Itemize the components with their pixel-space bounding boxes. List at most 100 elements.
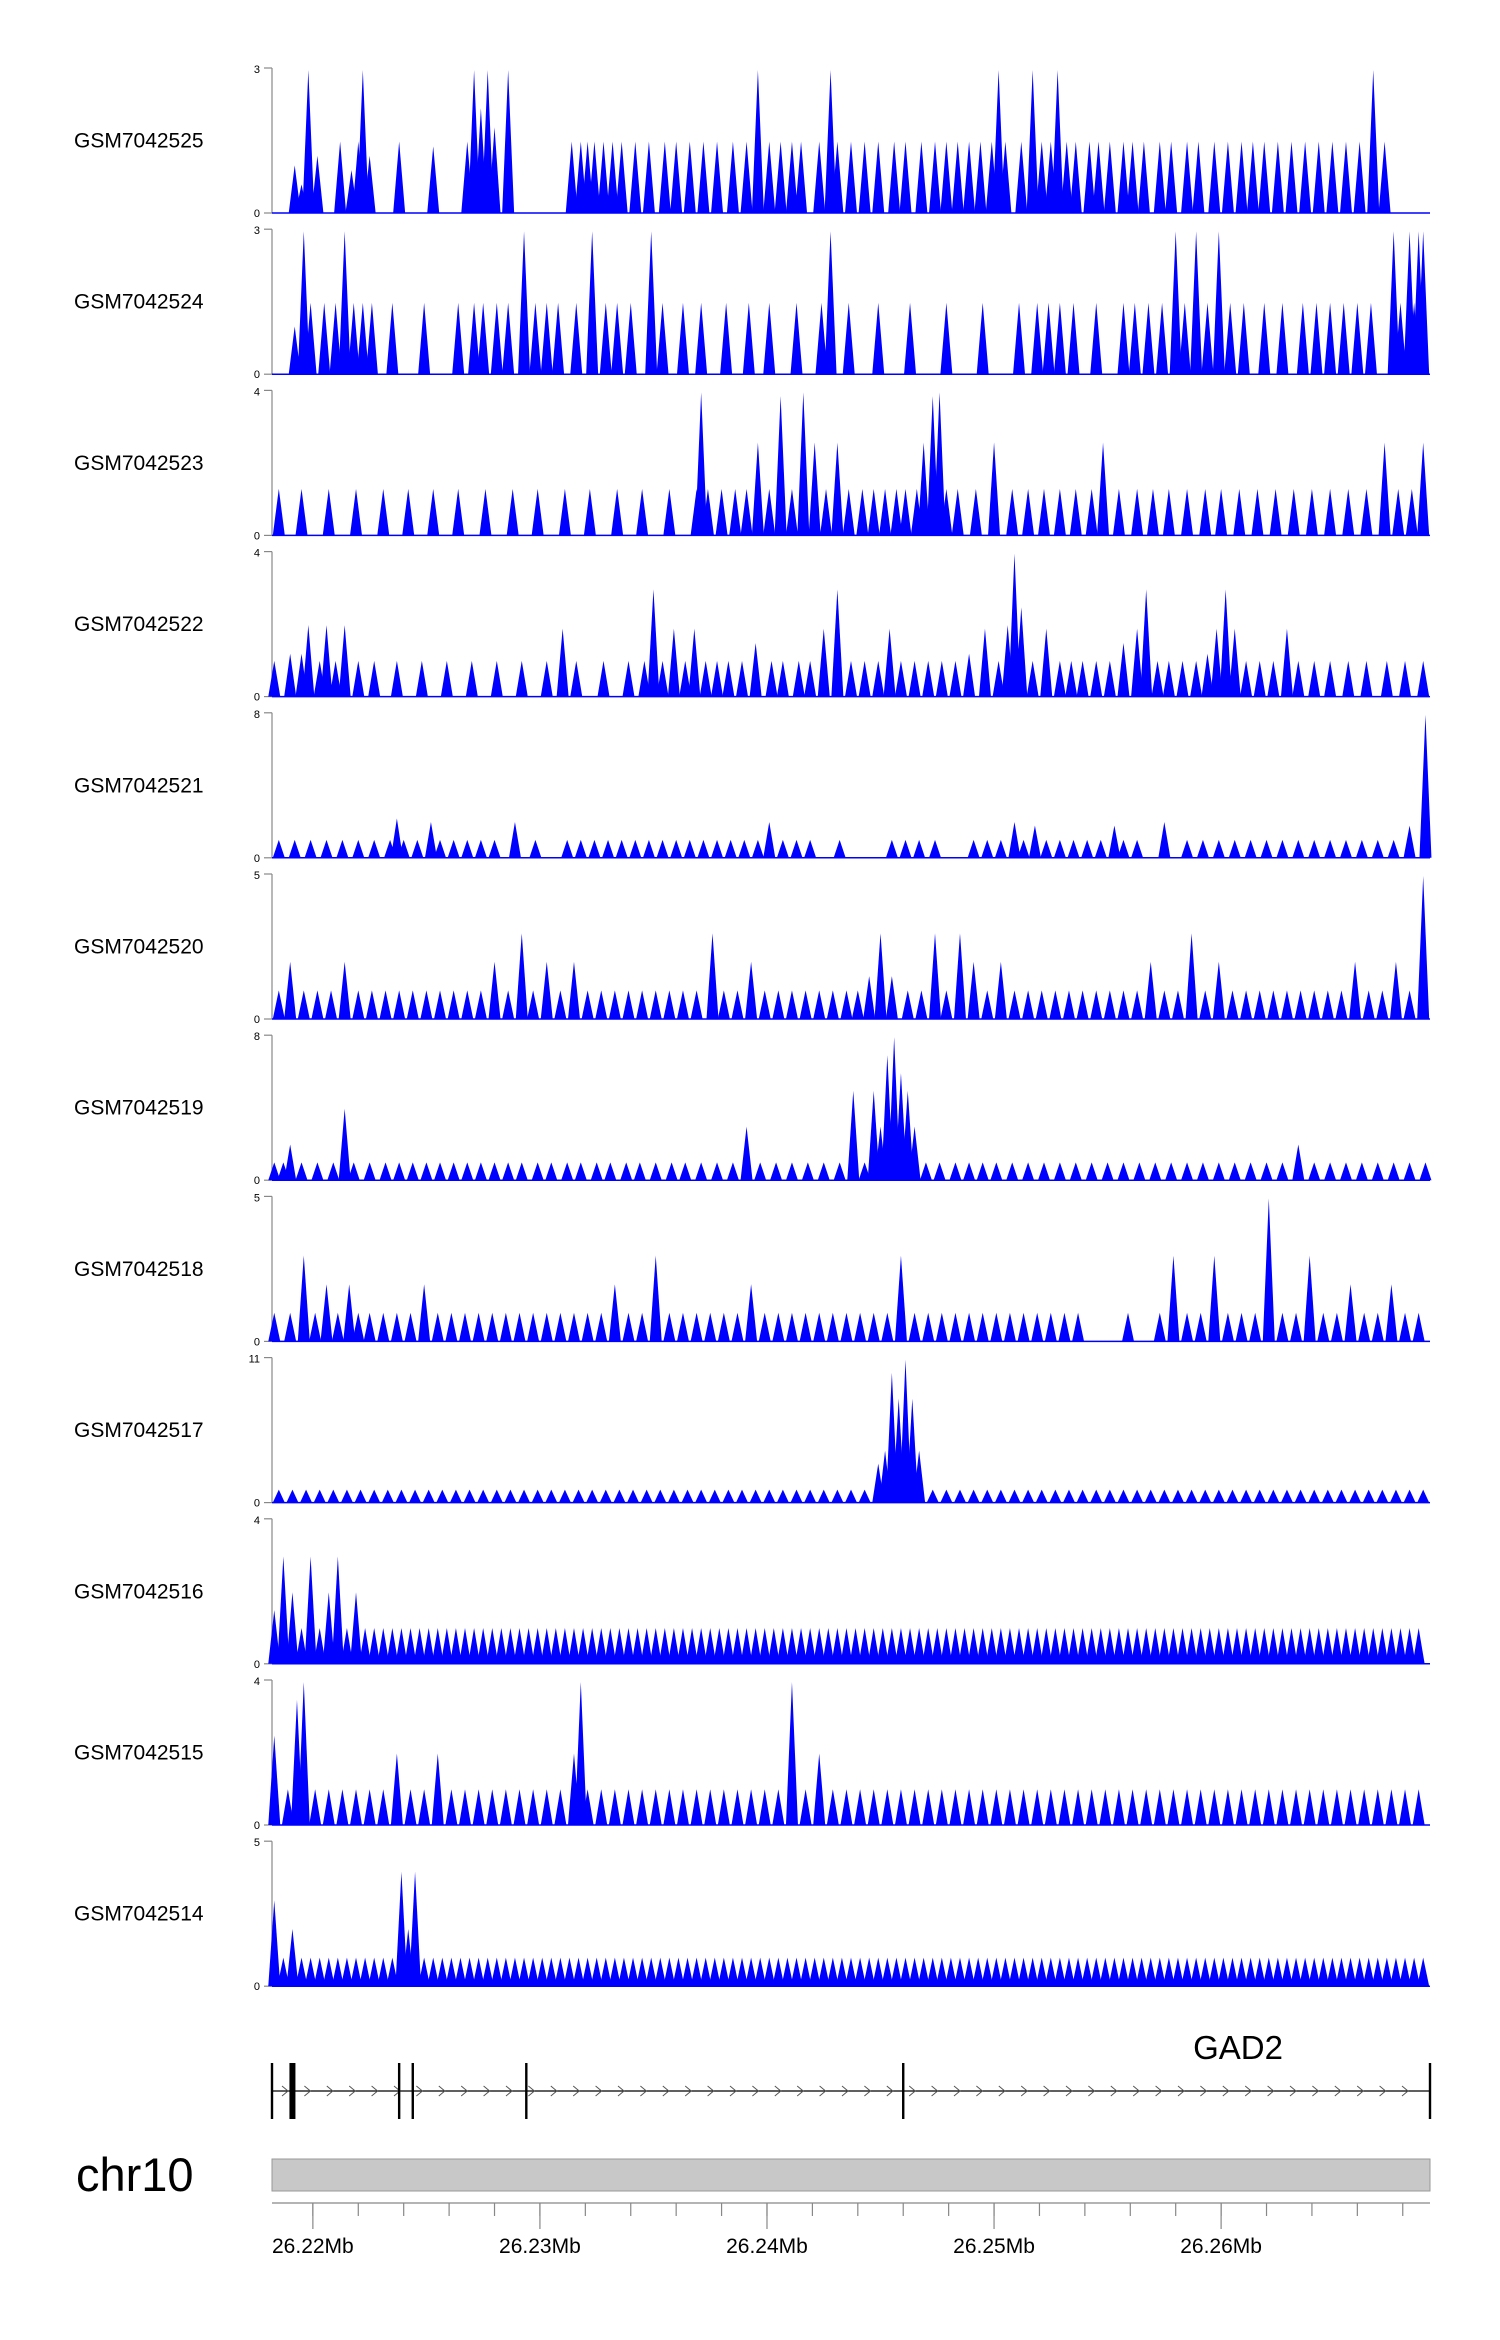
peak xyxy=(477,1628,490,1664)
peak xyxy=(529,302,542,375)
track-label: GSM7042521 xyxy=(74,774,204,797)
peak xyxy=(1371,839,1384,858)
peak xyxy=(515,933,528,1019)
peak xyxy=(1199,1489,1212,1503)
strand-chevron xyxy=(550,2085,558,2097)
peak xyxy=(1062,990,1075,1019)
peak xyxy=(963,141,976,213)
peak xyxy=(667,1628,680,1664)
peak xyxy=(1092,141,1105,213)
peak xyxy=(824,70,837,213)
peak xyxy=(1212,231,1225,375)
peak xyxy=(368,1628,381,1664)
strand-chevron xyxy=(416,2085,424,2097)
peak xyxy=(295,1957,308,1987)
peak xyxy=(1269,488,1282,536)
peak xyxy=(1153,1789,1166,1825)
peaks xyxy=(272,714,1432,858)
peak xyxy=(488,1162,501,1181)
peak xyxy=(797,392,810,536)
peak xyxy=(670,141,683,213)
peak xyxy=(636,990,649,1019)
peak xyxy=(515,1162,528,1181)
peak xyxy=(935,1957,948,1987)
x-minor-ticks xyxy=(312,2203,1404,2216)
peak xyxy=(736,1489,749,1503)
peak xyxy=(1228,628,1241,697)
peak xyxy=(472,1957,485,1987)
peak xyxy=(386,1628,399,1664)
peak xyxy=(1344,1789,1357,1825)
peak xyxy=(1317,1957,1330,1987)
peak xyxy=(922,1312,935,1342)
peak xyxy=(1131,1489,1144,1503)
peak xyxy=(1022,488,1035,536)
peak xyxy=(1360,488,1373,536)
peak xyxy=(420,990,433,1019)
peak xyxy=(1042,302,1055,375)
peak xyxy=(917,442,930,536)
peak xyxy=(508,822,521,858)
peak xyxy=(567,961,580,1019)
peak xyxy=(1260,839,1273,858)
peak xyxy=(1342,660,1355,697)
peak xyxy=(894,1255,907,1342)
strand-chevron xyxy=(976,2085,984,2097)
track-GSM7042519: GSM7042519 8 0 xyxy=(74,1031,1432,1187)
peak xyxy=(1031,1628,1044,1664)
peak xyxy=(1067,839,1080,858)
strand-chevron xyxy=(908,2085,916,2097)
peak xyxy=(736,660,749,697)
peak xyxy=(334,141,347,213)
y-tick-label-max: 4 xyxy=(254,1515,260,1527)
peak xyxy=(611,488,624,536)
peak xyxy=(434,990,447,1019)
peak xyxy=(949,1628,962,1664)
peak xyxy=(899,488,912,536)
peak xyxy=(1360,660,1373,697)
peak xyxy=(690,1312,703,1342)
peak xyxy=(368,1957,381,1987)
strand-chevron xyxy=(505,2085,513,2097)
peak xyxy=(1178,302,1191,375)
peak xyxy=(331,1312,344,1342)
peak xyxy=(1276,1312,1289,1342)
exon xyxy=(411,2063,414,2119)
peak xyxy=(742,302,755,375)
peak xyxy=(427,488,440,536)
peak xyxy=(1194,1789,1207,1825)
peak xyxy=(613,1489,626,1503)
peak xyxy=(894,660,907,697)
peak xyxy=(1026,1957,1039,1987)
peak xyxy=(474,1162,487,1181)
y-tick-label-zero: 0 xyxy=(254,1498,260,1510)
peak xyxy=(701,488,714,536)
peak xyxy=(665,1162,678,1181)
peak xyxy=(1031,1789,1044,1825)
peak xyxy=(758,990,771,1019)
peak xyxy=(1099,1789,1112,1825)
peaks xyxy=(272,876,1430,1019)
peak xyxy=(1131,839,1144,858)
peak xyxy=(368,660,381,697)
peak xyxy=(1058,1628,1071,1664)
peak xyxy=(463,1957,476,1987)
peak xyxy=(831,442,844,536)
peak xyxy=(1069,488,1082,536)
peak xyxy=(1389,1957,1402,1987)
x-tick-label: 26.25Mb xyxy=(953,2235,1035,2258)
peak xyxy=(717,990,730,1019)
peak xyxy=(606,141,619,213)
peak xyxy=(1364,302,1377,375)
peak xyxy=(1008,1489,1021,1503)
peak xyxy=(617,1957,630,1987)
peak xyxy=(1040,628,1053,697)
peak xyxy=(531,1628,544,1664)
track-label: GSM7042523 xyxy=(74,452,204,475)
peak xyxy=(281,1789,294,1825)
peak xyxy=(731,1789,744,1825)
peak xyxy=(1149,1162,1162,1181)
peak xyxy=(1317,1312,1330,1342)
peak xyxy=(402,488,415,536)
peak xyxy=(1276,1162,1289,1181)
